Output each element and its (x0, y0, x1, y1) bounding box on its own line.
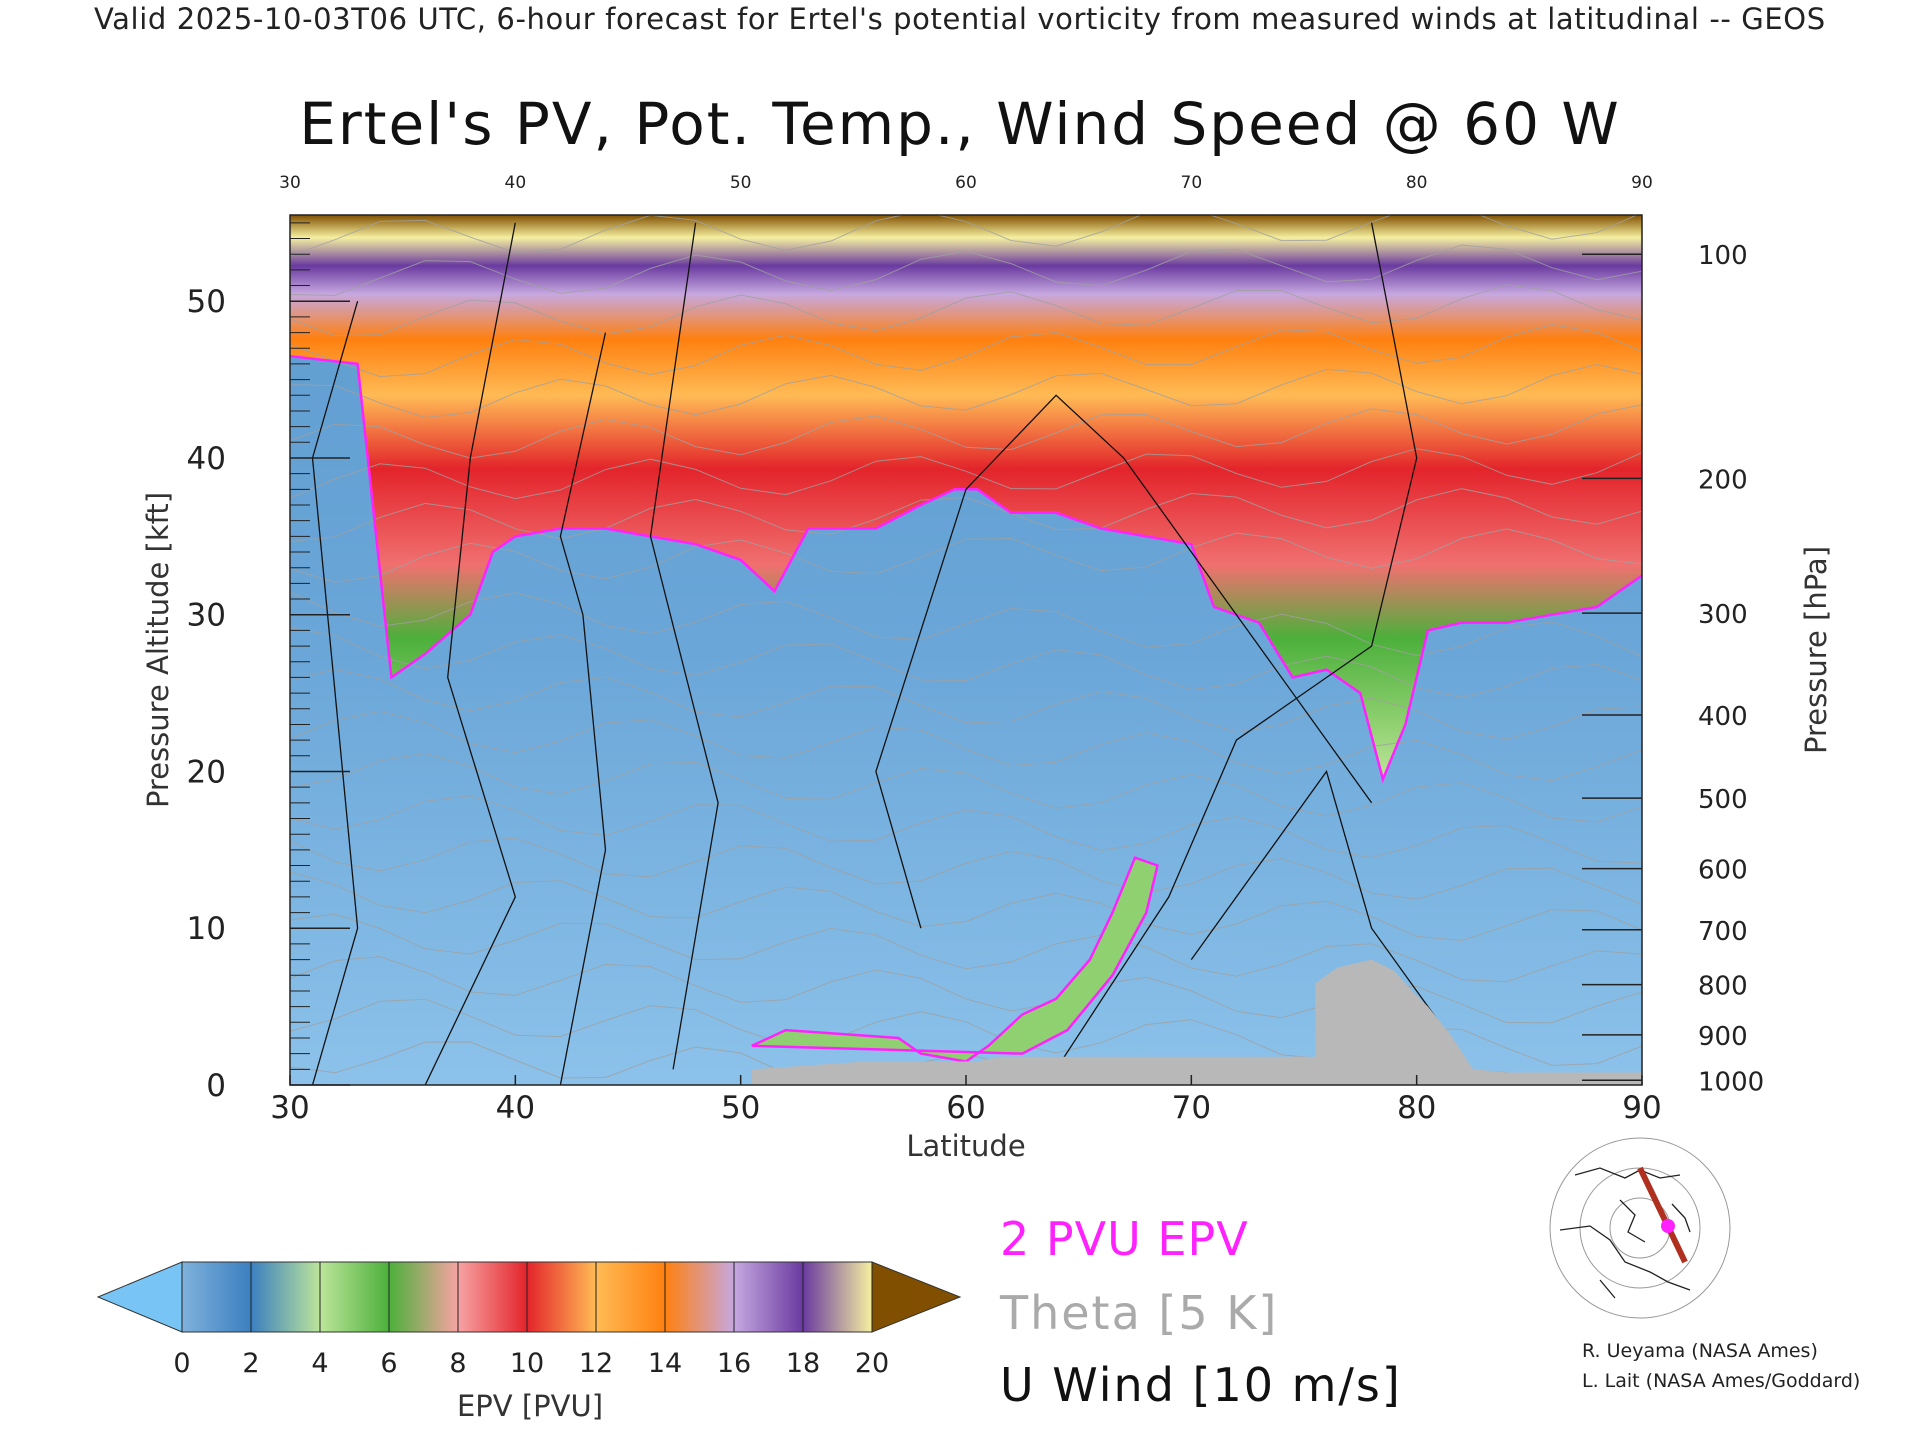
low-level-pv-band (751, 856, 1159, 1063)
theta-isentrope (290, 913, 1642, 983)
colorbar-tick-label: 20 (855, 1348, 889, 1379)
y2-tick-label: 400 (1698, 702, 1748, 732)
y2-tick-label: 600 (1698, 856, 1748, 886)
y2-tick-label: 700 (1698, 917, 1748, 947)
y2-tick-label: 300 (1698, 600, 1748, 630)
wind-contour (424, 222, 516, 1085)
theta-isentrope (290, 363, 1642, 419)
theta-isentrope (290, 837, 1642, 905)
colorbar-tick-label: 6 (380, 1348, 397, 1379)
y-tick-label: 40 (187, 441, 226, 477)
theta-isentrope (290, 488, 1642, 542)
x-tick-label-bottom: 40 (496, 1090, 535, 1126)
y-tick-label: 50 (187, 284, 226, 320)
x-tick-label-top: 60 (955, 173, 977, 193)
theta-isentrope (290, 404, 1642, 459)
y2-tick-label: 900 (1698, 1022, 1748, 1052)
theta-isentrope (290, 795, 1642, 864)
wind-contour (311, 301, 359, 1085)
theta-isentrope (290, 871, 1642, 942)
colorbar-label: EPV [PVU] (457, 1389, 603, 1423)
colorbar-tick-label: 14 (648, 1348, 682, 1379)
x-tick-label-top: 40 (505, 173, 527, 193)
x-tick-label-bottom: 60 (946, 1090, 985, 1126)
x-tick-label-top: 50 (730, 173, 752, 193)
y-tick-label: 0 (206, 1068, 226, 1104)
pv2-contour (290, 354, 1642, 784)
x-tick-label-bottom: 30 (270, 1090, 309, 1126)
x-tick-label-bottom: 50 (721, 1090, 760, 1126)
theta-isentrope (290, 668, 1642, 740)
surface-mask (751, 959, 1642, 1085)
theta-isentrope (290, 956, 1642, 1024)
theta-isentrope (290, 448, 1642, 500)
y-tick-label: 10 (187, 911, 226, 947)
x-tick-label-bottom: 80 (1397, 1090, 1436, 1126)
colorbar-overflow-arrow (871, 1261, 962, 1333)
legend-uwind: U Wind [10 m/s] (1000, 1358, 1402, 1412)
y-tick-label: 20 (187, 754, 226, 790)
colorbar-tick-label: 18 (786, 1348, 820, 1379)
colorbar-tick-label: 12 (579, 1348, 613, 1379)
inset-map (1540, 1137, 1740, 1319)
x-tick-label-top: 70 (1181, 173, 1203, 193)
theta-isentrope (290, 752, 1642, 823)
theta-isentrope (290, 627, 1642, 698)
cross-section-line (1637, 1166, 1688, 1264)
x-tick-label-top: 90 (1631, 173, 1653, 193)
theta-isentrope (290, 710, 1642, 782)
wind-contour (1055, 222, 1418, 1070)
credit-line: R. Ueyama (NASA Ames) (1582, 1340, 1818, 1362)
theta-isentrope (290, 591, 1642, 658)
colorbar-tick-label: 8 (449, 1348, 466, 1379)
location-marker (1661, 1219, 1675, 1233)
legend-theta: Theta [5 K] (1000, 1286, 1279, 1340)
y2-tick-label: 800 (1698, 972, 1748, 1002)
x-tick-label-top: 80 (1406, 173, 1428, 193)
y2-tick-label: 1000 (1698, 1067, 1764, 1097)
map-coastline (1559, 1167, 1691, 1299)
colorbar-tick-label: 0 (173, 1348, 190, 1379)
colorbar-tick-label: 2 (242, 1348, 259, 1379)
theta-isentrope (290, 528, 1642, 583)
theta-isentrope (290, 244, 1642, 296)
y-axis-label: Pressure Altitude [kft] (141, 492, 175, 808)
colorbar-tick-label: 10 (510, 1348, 544, 1379)
theta-isentrope (290, 215, 1638, 257)
x-axis-label: Latitude (906, 1129, 1025, 1163)
map-latitude-circle (1549, 1137, 1731, 1319)
y2-tick-label: 100 (1698, 241, 1748, 271)
wind-contour (649, 222, 719, 1070)
legend-epv: 2 PVU EPV (1000, 1212, 1249, 1266)
credit-line: L. Lait (NASA Ames/Goddard) (1582, 1370, 1861, 1392)
wind-contour (559, 332, 607, 1085)
y-tick-label: 30 (187, 598, 226, 634)
stratosphere-field (290, 215, 1642, 780)
y2-axis-label: Pressure [hPa] (1799, 546, 1833, 754)
x-tick-label-bottom: 70 (1172, 1090, 1211, 1126)
x-tick-label-top: 30 (279, 173, 301, 193)
x-tick-label-bottom: 90 (1622, 1090, 1661, 1126)
colorbar-underflow-arrow (96, 1261, 183, 1333)
y2-tick-label: 200 (1698, 465, 1748, 495)
plot-title: Ertel's PV, Pot. Temp., Wind Speed @ 60 … (299, 90, 1621, 158)
colorbar-tick-label: 16 (717, 1348, 751, 1379)
header-line: Valid 2025-10-03T06 UTC, 6-hour forecast… (94, 2, 1826, 36)
theta-isentrope (290, 284, 1642, 337)
theta-isentrope (290, 323, 1642, 378)
wind-contour (875, 394, 1373, 929)
wind-contour (1190, 770, 1463, 1054)
colorbar-tick-label: 4 (311, 1348, 328, 1379)
y2-tick-label: 500 (1698, 785, 1748, 815)
